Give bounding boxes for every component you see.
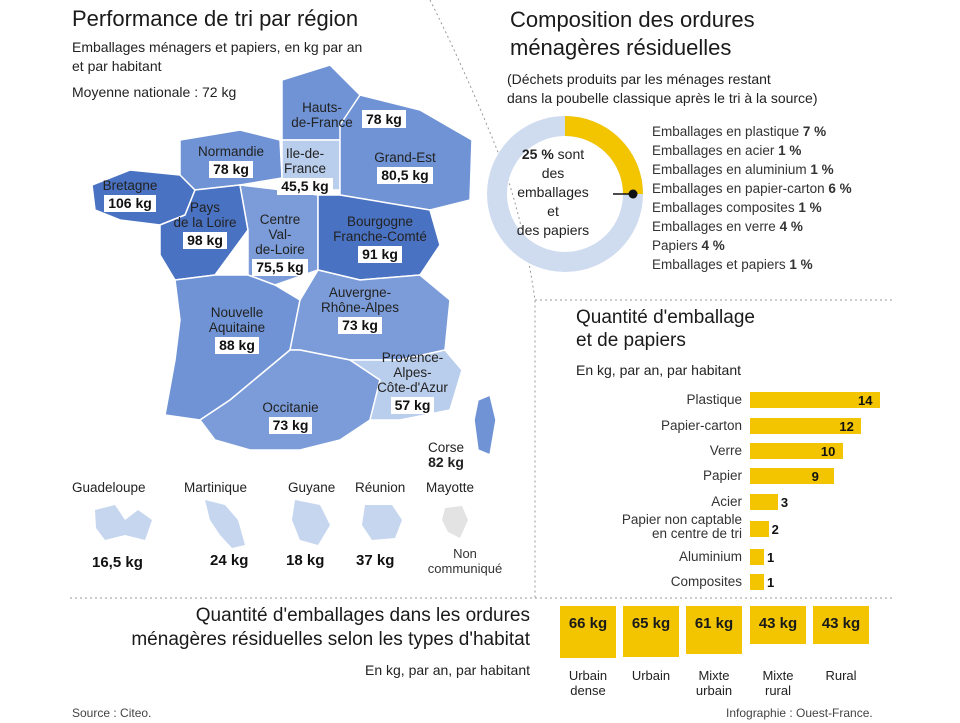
region-ile-de-france: Ile-de- France 45,5 kg bbox=[270, 146, 340, 195]
composition-note: (Déchets produits par les ménages restan… bbox=[507, 71, 818, 106]
habitat-title: Quantité d'emballages dans les ordures m… bbox=[131, 605, 530, 650]
region-corse: Corse 82 kg bbox=[416, 440, 476, 470]
region-centre-val-de-loire: Centre Val- de-Loire 75,5 kg bbox=[245, 212, 315, 276]
region-normandie: Normandie 78 kg bbox=[197, 144, 265, 178]
dom-value-martinique: 24 kg bbox=[210, 552, 249, 569]
legend-item: Emballages en plastique 7 % bbox=[652, 124, 827, 139]
donut-slice-emballages bbox=[564, 116, 643, 195]
dom-value-guyane: 18 kg bbox=[286, 552, 325, 569]
legend-item: Emballages en aluminium 1 % bbox=[652, 162, 834, 177]
composition-legend: Emballages en plastique 7 % Emballages e… bbox=[652, 124, 852, 276]
dom-shapes bbox=[95, 500, 468, 548]
dom-name-guadeloupe: Guadeloupe bbox=[72, 480, 146, 495]
legend-item: Papiers 4 % bbox=[652, 238, 725, 253]
legend-item: Emballages en verre 4 % bbox=[652, 219, 803, 234]
dom-value-guadeloupe: 16,5 kg bbox=[92, 554, 143, 571]
donut-pointer-dot bbox=[628, 189, 638, 199]
dom-name-mayotte: Mayotte bbox=[426, 480, 475, 495]
dom-name-martinique: Martinique bbox=[184, 480, 248, 495]
dom-name-guyane: Guyane bbox=[288, 480, 336, 495]
credit-text: Infographie : Ouest-France. bbox=[726, 706, 873, 720]
map-subtitle-1: Emballages ménagers et papiers, en kg pa… bbox=[72, 39, 363, 55]
region-pays-de-la-loire: Pays de la Loire 98 kg bbox=[173, 200, 237, 249]
dom-value-reunion: 37 kg bbox=[356, 552, 395, 569]
value-normandie: 78 kg bbox=[209, 161, 253, 178]
map-subtitle-2: et par habitant bbox=[72, 58, 162, 74]
quantity-title: Quantité d'emballage et de papiers bbox=[576, 307, 755, 351]
value-ile-de-france: 45,5 kg bbox=[277, 178, 333, 195]
value-bourgogne-franche-comte: 91 kg bbox=[358, 246, 402, 263]
region-hauts-de-france: Hauts- de-France bbox=[291, 100, 353, 130]
region-occitanie: Occitanie 73 kg bbox=[262, 400, 319, 434]
habitat-unit: En kg, par an, par habitant bbox=[365, 662, 530, 678]
composition-donut bbox=[487, 116, 643, 272]
value-occitanie: 73 kg bbox=[268, 417, 313, 434]
region-bretagne: Bretagne 106 kg bbox=[102, 178, 158, 212]
legend-item: Emballages et papiers 1 % bbox=[652, 257, 813, 272]
value-bretagne: 106 kg bbox=[104, 195, 156, 212]
region-grand-est: Grand-Est 80,5 kg bbox=[374, 150, 436, 184]
map-title: Performance de tri par région bbox=[72, 6, 359, 31]
value-centre-val-de-loire: 75,5 kg bbox=[252, 259, 308, 276]
value-pays-de-la-loire: 98 kg bbox=[183, 232, 227, 249]
dom-value-mayotte: Non communiqué bbox=[427, 546, 503, 576]
value-hauts-de-france: 78 kg bbox=[362, 110, 406, 128]
value-corse: 82 kg bbox=[428, 454, 464, 470]
value-auvergne-rhone-alpes: 73 kg bbox=[338, 317, 382, 334]
national-average: Moyenne nationale : 72 kg bbox=[72, 84, 237, 100]
value-paca: 57 kg bbox=[390, 397, 435, 414]
legend-item: Emballages composites 1 % bbox=[652, 200, 822, 215]
composition-title: Composition des ordures ménagères résidu… bbox=[510, 7, 755, 60]
dom-name-reunion: Réunion bbox=[355, 480, 406, 495]
quantity-unit: En kg, par an, par habitant bbox=[576, 362, 741, 378]
legend-item: Emballages en acier 1 % bbox=[652, 143, 802, 158]
value-nouvelle-aquitaine: 88 kg bbox=[215, 337, 259, 354]
legend-item: Emballages en papier-carton 6 % bbox=[652, 181, 852, 196]
value-grand-est: 80,5 kg bbox=[377, 167, 433, 184]
region-bourgogne-franche-comte: Bourgogne Franche-Comté 91 kg bbox=[333, 214, 427, 263]
region-nouvelle-aquitaine: Nouvelle Aquitaine 88 kg bbox=[208, 305, 266, 354]
region-paca: Provence- Alpes- Côte-d'Azur 57 kg bbox=[377, 350, 448, 414]
region-auvergne-rhone-alpes: Auvergne- Rhône-Alpes 73 kg bbox=[320, 285, 400, 334]
donut-center-text: 25 % sont des emballages et des papiers bbox=[516, 146, 590, 238]
source-text: Source : Citeo. bbox=[72, 706, 152, 720]
